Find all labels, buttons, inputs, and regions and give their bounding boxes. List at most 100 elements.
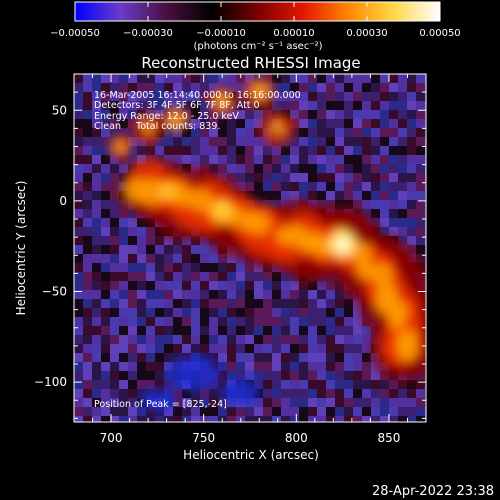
heatmap-cell — [182, 146, 191, 155]
heatmap-cell — [398, 173, 407, 182]
heatmap-cell — [308, 74, 317, 83]
heatmap-cell — [416, 164, 425, 173]
heatmap-cell — [326, 146, 335, 155]
plot-area: 16-Mar-2005 16:14:40.000 to 16:16:00.000… — [74, 74, 426, 422]
heatmap-cell — [245, 173, 254, 182]
heatmap-cell — [290, 290, 299, 299]
heatmap-cell — [182, 317, 191, 326]
heatmap-cell — [191, 101, 200, 110]
heatmap-cell — [128, 92, 137, 101]
heatmap-cell — [389, 380, 398, 389]
heatmap-cell — [407, 146, 416, 155]
heatmap-cell — [272, 74, 281, 83]
heatmap-cell — [101, 218, 110, 227]
heatmap-cell — [290, 317, 299, 326]
heatmap-cell — [317, 317, 326, 326]
heatmap-cell — [344, 83, 353, 92]
heatmap-cell — [227, 164, 236, 173]
heatmap-cell — [380, 137, 389, 146]
heatmap-cell — [380, 209, 389, 218]
heatmap-cell — [398, 155, 407, 164]
heatmap-cell — [299, 353, 308, 362]
heatmap-cell — [200, 335, 209, 344]
heatmap-cell — [380, 146, 389, 155]
heatmap-cell — [209, 317, 218, 326]
heatmap-cell — [182, 407, 191, 416]
heatmap-cell — [308, 317, 317, 326]
heatmap-cell — [74, 245, 83, 254]
heatmap-cell — [326, 299, 335, 308]
heatmap-cell — [389, 200, 398, 209]
colorbar-tick-label: −0.00030 — [123, 28, 173, 39]
heatmap-cell — [263, 317, 272, 326]
heatmap-cell — [344, 155, 353, 164]
heatmap-cell — [380, 416, 389, 422]
x-tick-label: 700 — [100, 431, 123, 445]
heatmap-cell — [272, 155, 281, 164]
heatmap-cell — [155, 416, 164, 422]
heatmap-cell — [308, 353, 317, 362]
heatmap-cell — [380, 164, 389, 173]
heatmap-cell — [371, 416, 380, 422]
heatmap-cell — [146, 308, 155, 317]
heatmap-cell — [236, 137, 245, 146]
heatmap-cell — [263, 335, 272, 344]
heatmap-cell — [155, 137, 164, 146]
heatmap-cell — [263, 290, 272, 299]
heatmap-cell — [110, 407, 119, 416]
heatmap-cell — [119, 272, 128, 281]
heatmap-cell — [83, 263, 92, 272]
heatmap-cell — [182, 335, 191, 344]
heatmap-cell — [173, 155, 182, 164]
heatmap-cell — [137, 353, 146, 362]
heatmap-cell — [299, 398, 308, 407]
heatmap-cell — [317, 281, 326, 290]
heatmap-cell — [326, 389, 335, 398]
heatmap-cell — [317, 290, 326, 299]
heatmap-cell — [416, 407, 425, 416]
heatmap-cell — [218, 407, 227, 416]
heatmap-cell — [164, 263, 173, 272]
heatmap-cell — [254, 416, 263, 422]
heatmap-cell — [362, 416, 371, 422]
heatmap-cell — [119, 263, 128, 272]
heatmap-cell — [308, 335, 317, 344]
heatmap-cell — [335, 128, 344, 137]
colorbar-tick-label: −0.00010 — [196, 28, 246, 39]
heatmap-cell — [164, 74, 173, 83]
heatmap-cell — [182, 299, 191, 308]
heatmap-cell — [110, 92, 119, 101]
negative-blob — [139, 388, 176, 413]
heatmap-cell — [407, 74, 416, 83]
heatmap-cell — [110, 263, 119, 272]
heatmap-cell — [83, 164, 92, 173]
heatmap-cell — [101, 416, 110, 422]
heatmap-cell — [317, 110, 326, 119]
heatmap-cell — [272, 173, 281, 182]
heatmap-cell — [191, 389, 200, 398]
heatmap-cell — [299, 380, 308, 389]
heatmap-cell — [263, 173, 272, 182]
heatmap-cell — [92, 416, 101, 422]
colorbar-tick-label: 0.00030 — [346, 28, 387, 39]
heatmap-cell — [74, 236, 83, 245]
heatmap-cell — [407, 416, 416, 422]
heatmap-cell — [398, 236, 407, 245]
heatmap-cell — [272, 326, 281, 335]
heatmap-cell — [344, 119, 353, 128]
annotations: 16-Mar-2005 16:14:40.000 to 16:16:00.000… — [94, 90, 301, 410]
heatmap-cell — [164, 362, 173, 371]
heatmap-cell — [380, 83, 389, 92]
heatmap-cell — [407, 245, 416, 254]
heatmap-cell — [398, 92, 407, 101]
heatmap-cell — [371, 389, 380, 398]
heatmap-cell — [101, 137, 110, 146]
heatmap-cell — [191, 398, 200, 407]
heatmap-cell — [137, 380, 146, 389]
heatmap-cell — [335, 416, 344, 422]
heatmap-cell — [317, 191, 326, 200]
heatmap-cell — [416, 83, 425, 92]
heatmap-cell — [263, 362, 272, 371]
heatmap-cell — [380, 110, 389, 119]
heatmap-cell — [407, 380, 416, 389]
